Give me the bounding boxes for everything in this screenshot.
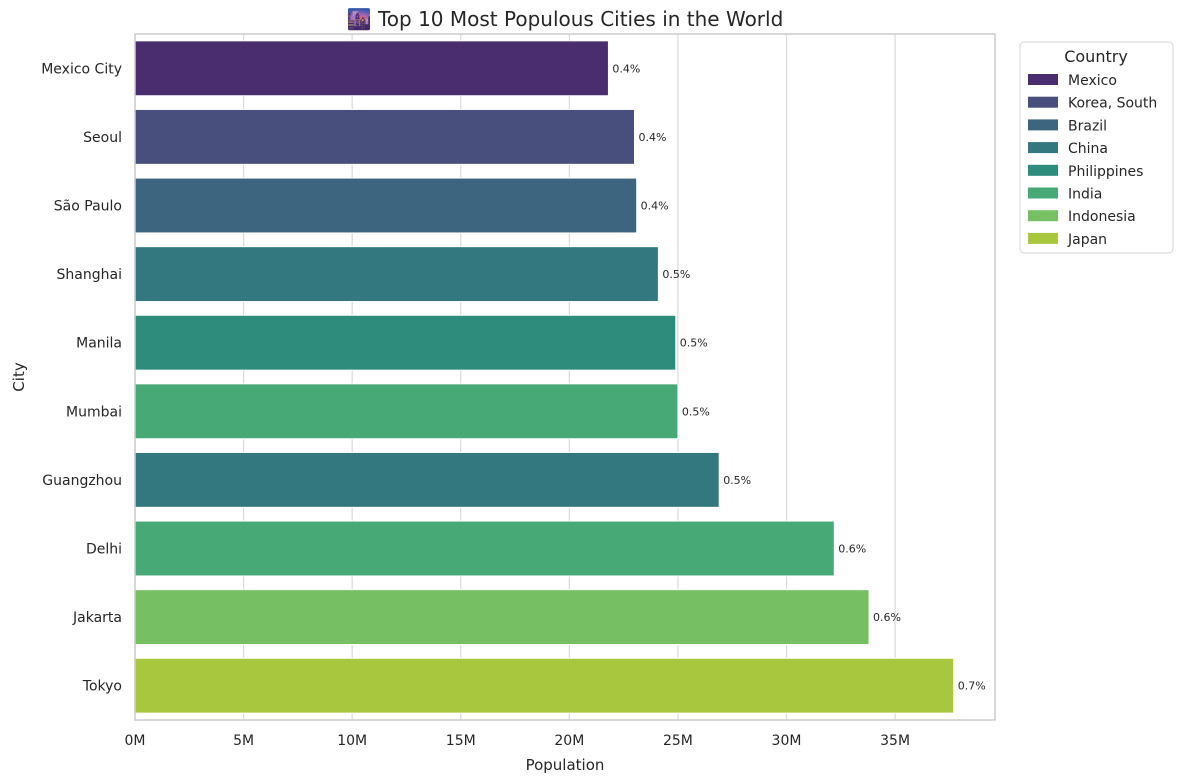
legend-label: Japan [1067,232,1107,248]
y-tick-label: Mumbai [66,404,122,420]
bar-manila [134,314,677,371]
legend-label: India [1068,187,1102,203]
x-tick-label: 20M [554,733,584,749]
legend-label: Mexico [1068,73,1117,89]
bar-s-o-paulo [134,177,638,234]
y-tick-label: Mexico City [41,61,122,77]
bar-value-label: 0.4% [638,131,666,144]
y-tick-label: São Paulo [54,199,122,215]
legend-label: Indonesia [1068,209,1136,225]
legend-items: Mexico Korea, South Brazil China Philippines… [1028,73,1157,248]
bar-mumbai [134,383,679,440]
bar-value-label: 0.7% [958,680,986,693]
bar-value-label: 0.5% [682,405,710,418]
plot-frame [134,33,996,721]
legend-swatch [1028,96,1058,108]
bar-jakarta [134,589,870,646]
y-tick-label: Delhi [86,542,122,558]
bars [134,40,955,714]
y-tick-label: Seoul [83,130,122,146]
bar-value-label: 0.6% [873,611,901,624]
legend-label: Korea, South [1068,96,1157,112]
legend-label: Brazil [1068,118,1107,134]
x-tick-label: 5M [233,733,254,749]
legend-label: China [1068,141,1108,157]
bar-value-label: 0.5% [662,268,690,281]
chart-title: 🌆 Top 10 Most Populous Cities in the Wor… [347,7,784,31]
legend-box [1019,41,1174,254]
data-labels: 0.4% 0.4% 0.4% 0.5% 0.5% 0.5% 0.5% 0.6% 0.6% 0.7% [612,62,985,692]
legend-label: Philippines [1068,164,1143,180]
bar-mexico-city [134,40,609,97]
y-axis-label: City [10,362,28,392]
legend-swatch [1028,119,1058,131]
y-tick-label: Manila [76,336,122,352]
bar-value-label: 0.4% [612,62,640,75]
bar-seoul [134,108,635,165]
legend-swatch [1028,74,1058,85]
bar-value-label: 0.4% [641,200,669,213]
bar-delhi [134,520,835,577]
legend-swatch [1028,142,1058,154]
y-tick-label: Guangzhou [42,473,122,489]
x-axis-label: Population [526,756,605,774]
y-tick-label: Shanghai [57,267,122,283]
bar-value-label: 0.5% [680,337,708,350]
bar-value-label: 0.5% [723,474,751,487]
y-tick-labels: Mexico City Seoul São Paulo Shanghai Manila M… [41,61,122,694]
bar-value-label: 0.6% [838,543,866,556]
legend-swatch [1028,210,1058,222]
legend-swatch [1028,232,1058,244]
x-tick-label: 25M [663,733,693,749]
legend-swatch [1028,164,1058,176]
x-tick-label: 35M [880,733,910,749]
x-tick-label: 10M [337,733,367,749]
x-tick-labels: 0M 5M 10M 15M 20M 25M 30M 35M [125,733,911,749]
bar-shanghai [134,246,659,303]
x-tick-label: 0M [125,733,146,749]
legend-title: Country [1064,47,1128,66]
x-tick-label: 30M [772,733,802,749]
legend-swatch [1028,187,1058,199]
y-tick-label: Tokyo [82,679,122,695]
bar-guangzhou [134,451,720,508]
x-tick-label: 15M [446,733,476,749]
legend: Country Mexico Korea, South Brazil China Phi… [1019,41,1174,254]
bar-tokyo [134,657,955,714]
y-tick-label: Jakarta [72,610,122,626]
